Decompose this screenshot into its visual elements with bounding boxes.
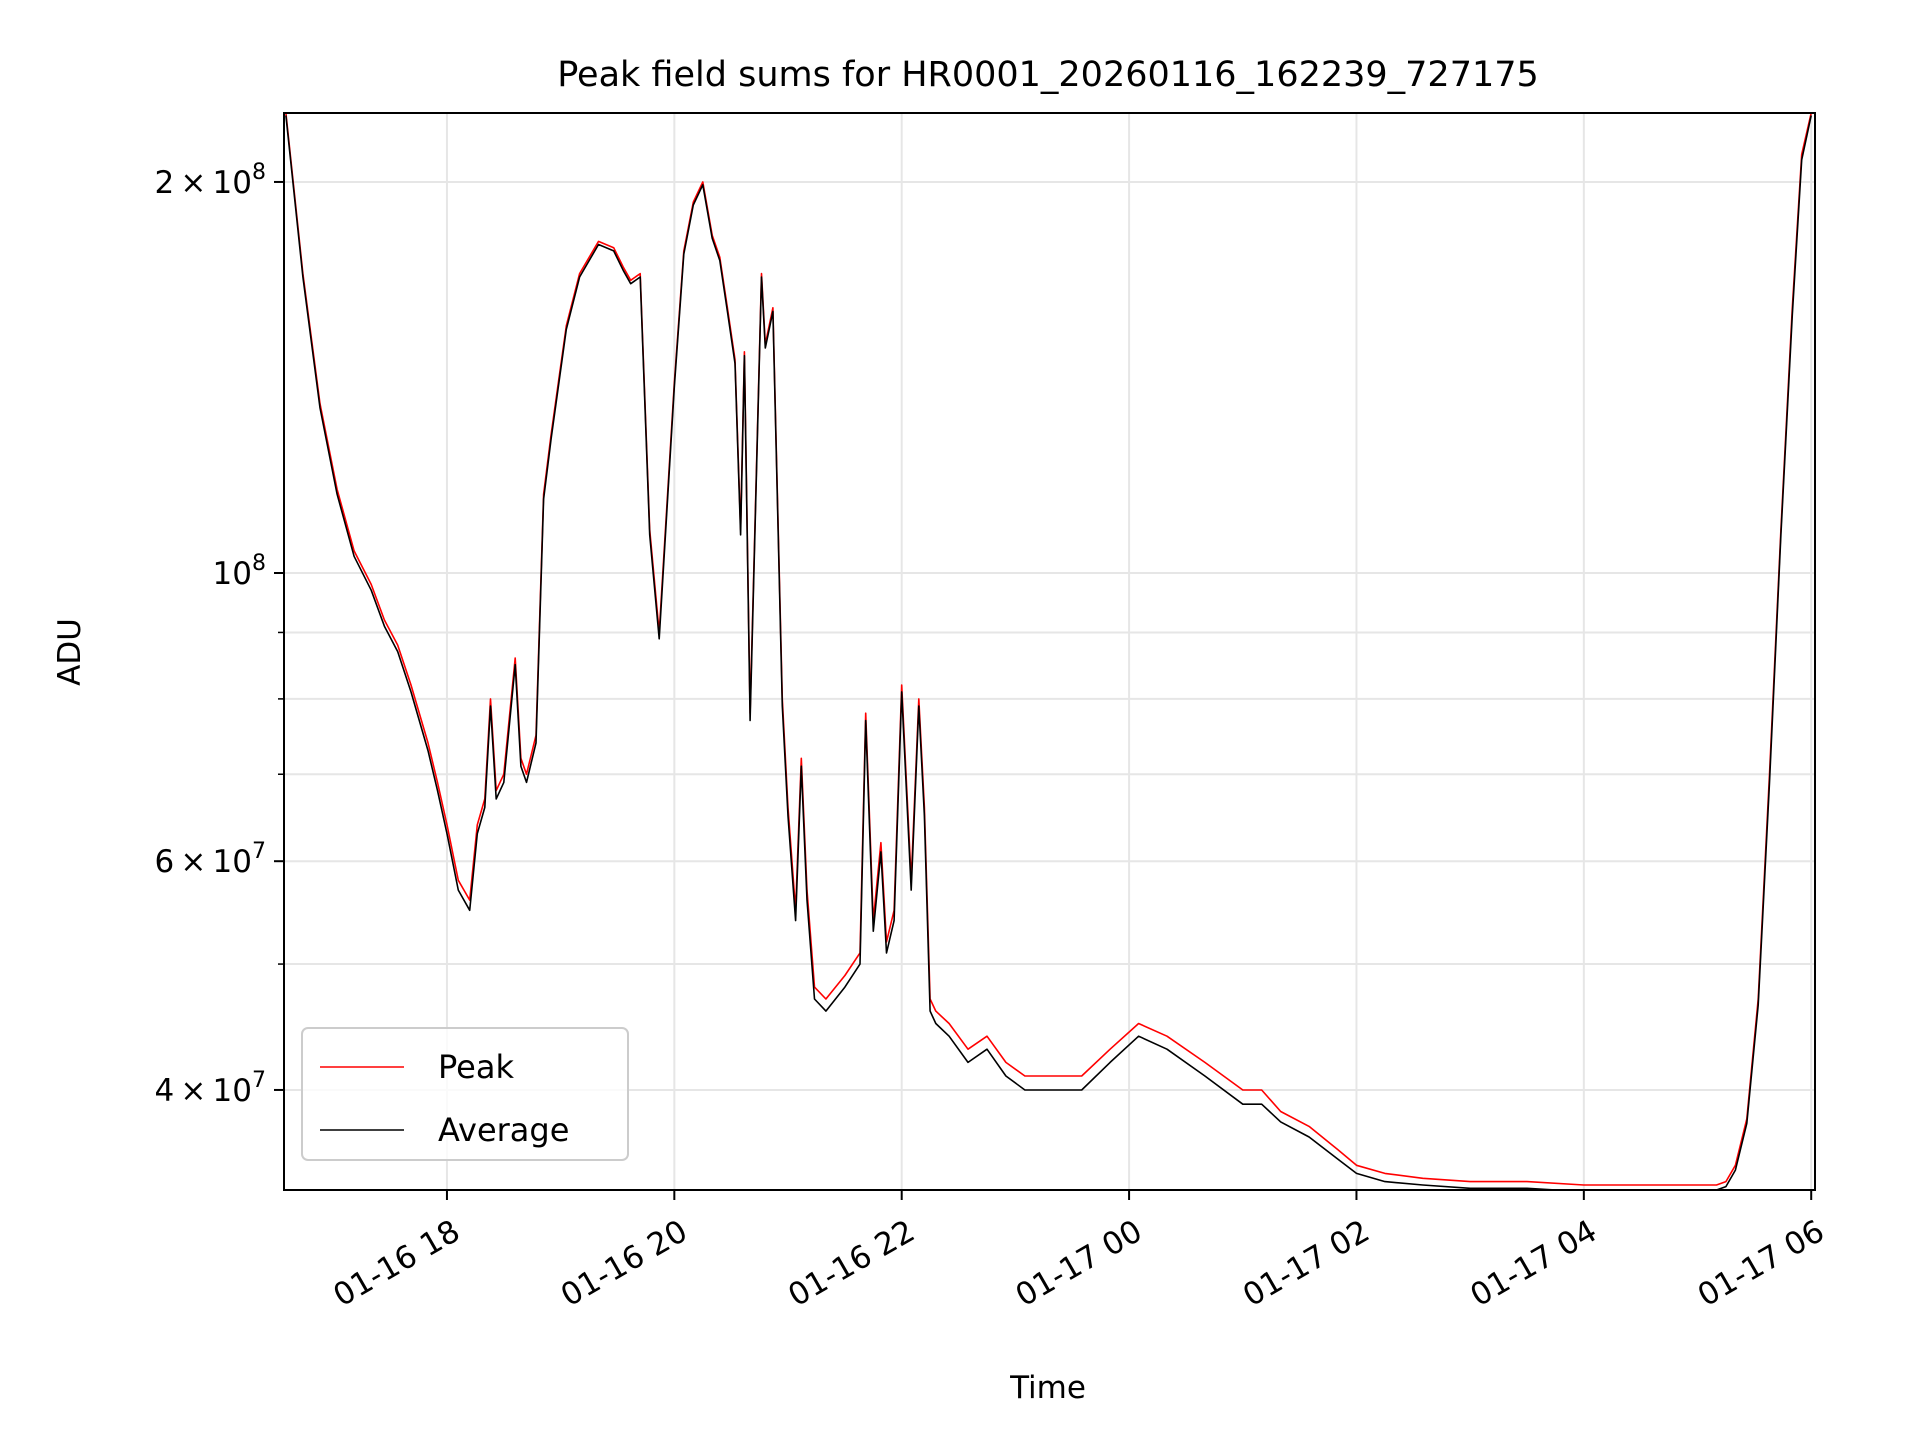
legend-label-peak: Peak <box>438 1048 514 1086</box>
y-tick-label: 108 <box>213 551 266 592</box>
plot-frame <box>283 112 1816 1191</box>
x-axis-label: Time <box>1009 1370 1086 1406</box>
series-line-average <box>285 115 1812 1190</box>
legend-label-average: Average <box>438 1111 569 1149</box>
y-tick-label: 2 × 108 <box>154 160 266 201</box>
chart-title: Peak field sums for HR0001_20260116_1622… <box>557 55 1539 95</box>
y-tick-label: 4 × 107 <box>154 1068 266 1109</box>
legend-box <box>301 1027 629 1161</box>
legend: Peak Average <box>301 1027 629 1161</box>
y-tick-label: 6 × 107 <box>154 839 266 880</box>
series-layer <box>285 113 1812 1190</box>
y-axis-label: ADU <box>52 618 88 686</box>
